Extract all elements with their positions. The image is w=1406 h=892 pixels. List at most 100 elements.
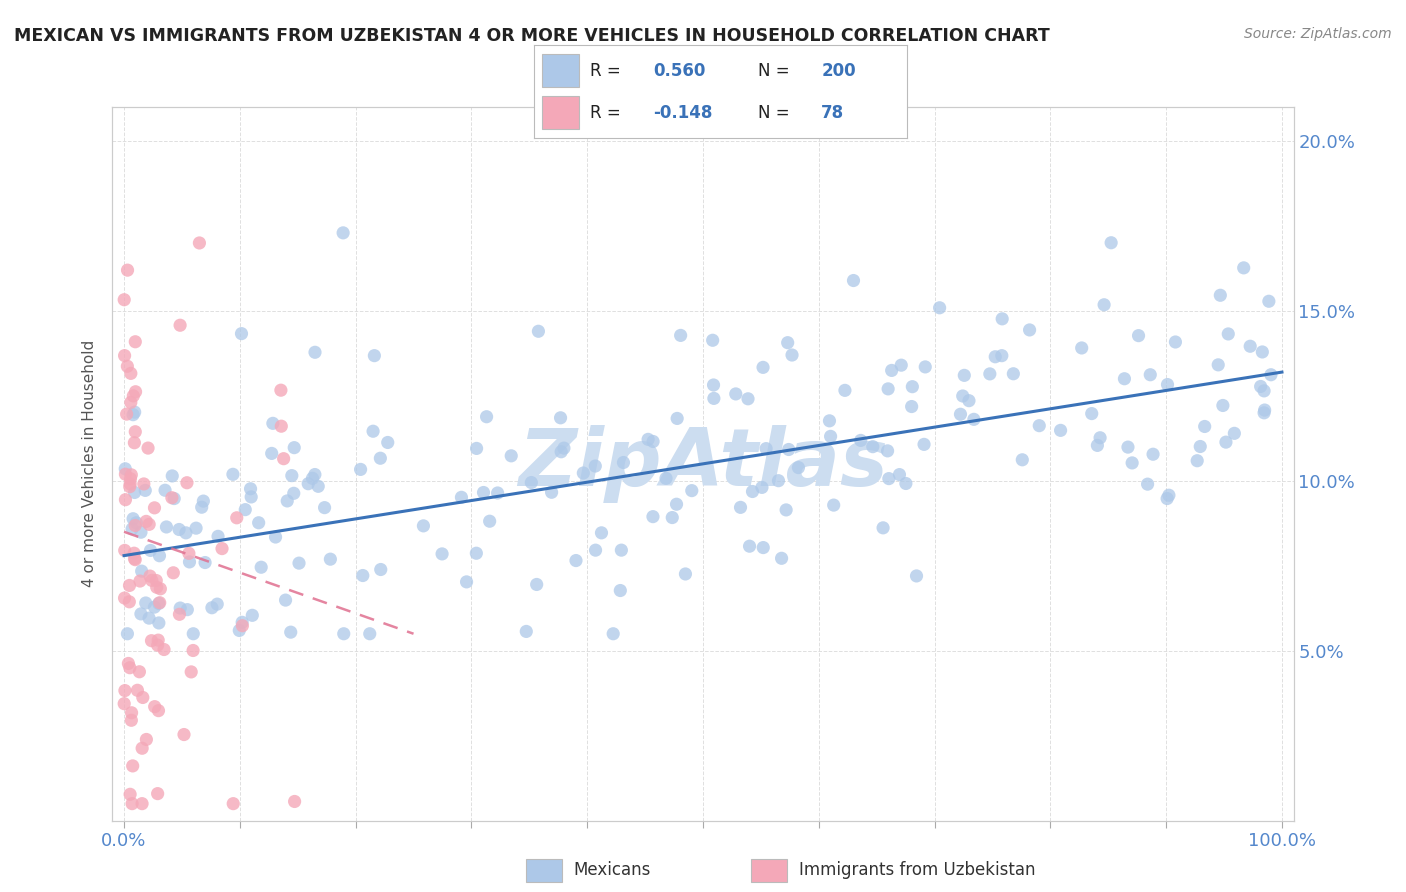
Point [148, 633, 170, 648]
Point [1087, 438, 1109, 452]
Point [124, 384, 146, 399]
Point [174, 525, 197, 540]
Point [319, 552, 342, 566]
Point [207, 529, 229, 543]
Point [153, 642, 176, 657]
Point [270, 419, 292, 434]
Point [778, 442, 800, 457]
Point [120, 395, 142, 409]
Point [129, 574, 152, 588]
Text: 0.560: 0.560 [654, 62, 706, 79]
Point [283, 486, 305, 500]
Point [169, 607, 191, 622]
Text: 200: 200 [821, 62, 856, 79]
Point [1189, 440, 1212, 454]
Point [465, 546, 488, 560]
Point [583, 458, 606, 473]
Point [1233, 260, 1256, 275]
Point [1099, 235, 1122, 250]
Point [550, 444, 572, 458]
Point [550, 410, 572, 425]
Point [124, 334, 146, 349]
Point [112, 293, 135, 307]
Point [250, 560, 273, 574]
Point [456, 574, 478, 589]
Point [114, 591, 136, 605]
Point [118, 578, 141, 592]
Point [1092, 298, 1115, 312]
Point [180, 665, 202, 679]
Point [179, 555, 201, 569]
Point [122, 546, 145, 560]
Point [118, 661, 141, 675]
Point [188, 235, 211, 250]
Point [770, 551, 793, 566]
Point [231, 615, 253, 630]
Point [1116, 440, 1139, 454]
Point [818, 414, 841, 428]
Point [900, 400, 922, 414]
Point [823, 498, 845, 512]
Point [276, 494, 298, 508]
Point [1080, 407, 1102, 421]
Point [114, 462, 136, 476]
Point [912, 437, 935, 451]
Point [124, 551, 146, 566]
Text: N =: N = [758, 62, 789, 79]
Point [591, 525, 613, 540]
Point [349, 462, 371, 476]
Point [125, 516, 148, 530]
Point [270, 383, 292, 397]
Point [1253, 406, 1275, 420]
Point [1156, 491, 1178, 506]
Point [609, 583, 631, 598]
Point [515, 624, 537, 639]
Point [120, 472, 142, 486]
Text: -0.148: -0.148 [654, 104, 713, 122]
Point [297, 476, 319, 491]
Point [1239, 339, 1261, 353]
Point [114, 543, 136, 558]
Point [233, 502, 256, 516]
Point [112, 697, 135, 711]
Point [666, 411, 689, 425]
Point [190, 500, 212, 515]
Point [176, 475, 198, 490]
Point [114, 349, 136, 363]
Point [228, 624, 250, 638]
Point [260, 446, 283, 460]
Point [991, 311, 1014, 326]
Point [114, 467, 136, 482]
Point [314, 500, 336, 515]
Point [143, 699, 166, 714]
Text: N =: N = [758, 104, 789, 122]
Point [136, 441, 159, 455]
Point [1218, 326, 1240, 341]
Point [121, 797, 143, 811]
Point [124, 552, 146, 566]
Point [1206, 358, 1229, 372]
Point [162, 469, 184, 483]
Point [148, 704, 170, 718]
Point [738, 539, 761, 553]
Point [149, 596, 172, 610]
Point [540, 485, 562, 500]
Point [641, 509, 664, 524]
Point [281, 468, 304, 483]
Point [135, 732, 157, 747]
Point [370, 562, 392, 576]
Point [655, 471, 678, 485]
Point [239, 482, 262, 496]
Point [211, 541, 233, 556]
Point [304, 345, 326, 359]
Point [665, 497, 688, 511]
Point [849, 434, 872, 448]
Point [124, 435, 146, 450]
Point [143, 600, 166, 615]
Point [120, 713, 142, 727]
Point [430, 547, 453, 561]
Point [450, 491, 472, 505]
FancyBboxPatch shape [751, 859, 787, 882]
Point [501, 449, 523, 463]
Point [301, 471, 323, 485]
